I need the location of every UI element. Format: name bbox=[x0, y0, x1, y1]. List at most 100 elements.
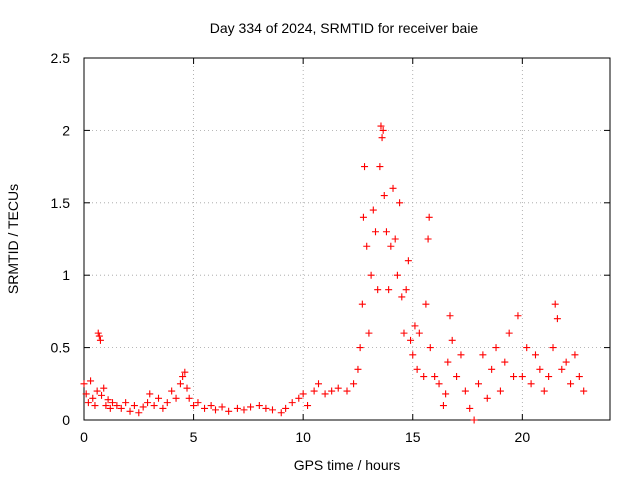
data-point bbox=[212, 406, 219, 414]
data-point bbox=[207, 402, 215, 410]
data-point bbox=[288, 399, 296, 407]
data-point bbox=[225, 407, 233, 415]
data-point bbox=[551, 300, 559, 308]
data-point bbox=[363, 242, 371, 250]
axis-ticks bbox=[83, 57, 610, 421]
data-point bbox=[93, 387, 101, 395]
data-point bbox=[233, 404, 241, 412]
data-point bbox=[304, 402, 312, 410]
data-point bbox=[328, 387, 336, 395]
data-point bbox=[475, 380, 482, 388]
data-point bbox=[389, 184, 397, 192]
data-point bbox=[518, 373, 526, 381]
data-point bbox=[407, 336, 415, 344]
y-tick-label: 2 bbox=[62, 122, 70, 138]
data-point bbox=[369, 206, 377, 214]
data-point bbox=[96, 336, 104, 344]
data-point bbox=[315, 380, 323, 388]
data-point bbox=[144, 399, 152, 407]
y-tick-label: 1.5 bbox=[51, 195, 71, 211]
data-point bbox=[420, 373, 428, 381]
data-point bbox=[483, 394, 491, 402]
data-point bbox=[575, 373, 583, 381]
data-point bbox=[365, 329, 373, 337]
data-point bbox=[446, 312, 454, 320]
data-point bbox=[150, 402, 158, 410]
x-tick-labels: 0 5 10 15 20 bbox=[80, 429, 530, 445]
data-point bbox=[448, 336, 456, 344]
data-point bbox=[393, 271, 401, 279]
data-point bbox=[496, 387, 504, 395]
data-point bbox=[268, 406, 276, 414]
data-point bbox=[424, 235, 432, 243]
y-tick-label: 0 bbox=[62, 412, 70, 428]
x-tick-label: 0 bbox=[80, 429, 88, 445]
data-point bbox=[553, 315, 561, 323]
data-point bbox=[531, 351, 539, 359]
data-point bbox=[190, 402, 198, 410]
data-point bbox=[282, 404, 290, 412]
data-point bbox=[255, 402, 263, 410]
y-tick-label: 0.5 bbox=[51, 340, 71, 356]
data-point bbox=[163, 399, 171, 407]
data-point bbox=[104, 396, 112, 404]
data-point bbox=[80, 380, 88, 388]
plot-frame bbox=[83, 57, 611, 421]
data-point bbox=[380, 192, 388, 200]
data-point bbox=[240, 406, 248, 414]
data-point bbox=[396, 199, 404, 207]
data-point bbox=[117, 404, 125, 412]
data-point bbox=[400, 329, 408, 337]
data-point bbox=[84, 399, 92, 407]
data-point bbox=[374, 286, 382, 294]
data-point bbox=[299, 390, 307, 398]
data-point bbox=[113, 402, 121, 410]
data-point bbox=[108, 399, 116, 407]
data-point bbox=[488, 365, 496, 373]
data-point bbox=[130, 402, 138, 410]
data-point bbox=[409, 351, 417, 359]
y-tick-label: 1 bbox=[62, 267, 70, 283]
data-point bbox=[377, 122, 385, 130]
data-point bbox=[89, 394, 97, 402]
data-point bbox=[146, 390, 154, 398]
data-point bbox=[98, 391, 106, 399]
data-point bbox=[431, 373, 439, 381]
data-point bbox=[411, 322, 419, 330]
data-point bbox=[87, 377, 95, 385]
data-point bbox=[545, 373, 553, 381]
data-point bbox=[354, 365, 362, 373]
data-point bbox=[536, 365, 544, 373]
data-point bbox=[247, 403, 255, 411]
data-point bbox=[176, 380, 184, 388]
data-point bbox=[580, 387, 588, 395]
data-point bbox=[376, 163, 384, 171]
y-axis-label: SRMTID / TECUs bbox=[5, 184, 21, 294]
data-point bbox=[321, 390, 329, 398]
data-point bbox=[567, 380, 575, 388]
data-point bbox=[126, 407, 134, 415]
data-point bbox=[505, 329, 513, 337]
data-point bbox=[457, 351, 465, 359]
data-point bbox=[404, 257, 412, 265]
data-point bbox=[461, 387, 469, 395]
data-point bbox=[510, 373, 518, 381]
data-point bbox=[135, 409, 143, 417]
data-point bbox=[218, 403, 226, 411]
data-point bbox=[295, 394, 303, 402]
data-point bbox=[523, 344, 531, 352]
data-point bbox=[470, 416, 478, 424]
data-point bbox=[310, 387, 318, 395]
data-points bbox=[80, 122, 588, 424]
y-tick-label: 2.5 bbox=[51, 50, 71, 66]
data-point bbox=[181, 368, 189, 376]
data-point bbox=[378, 134, 386, 142]
data-point bbox=[425, 213, 433, 221]
data-point bbox=[558, 365, 566, 373]
data-point bbox=[159, 404, 167, 412]
data-point bbox=[262, 404, 270, 412]
data-point bbox=[514, 312, 522, 320]
y-tick-labels: 0 0.5 1 1.5 2 2.5 bbox=[51, 50, 71, 428]
data-point bbox=[371, 228, 379, 236]
data-point bbox=[453, 373, 461, 381]
